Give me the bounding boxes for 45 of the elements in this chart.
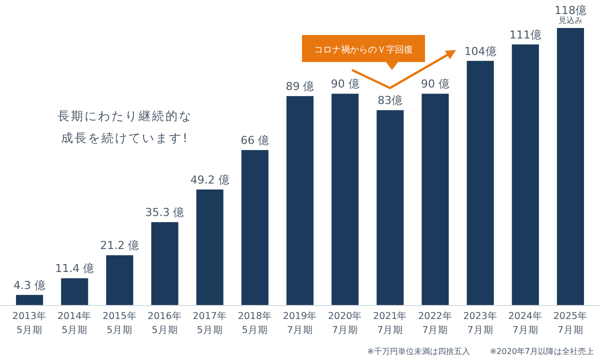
x-tick-label: 2024年 7月期: [508, 310, 542, 336]
data-label: 35.3 億: [145, 206, 184, 220]
data-label: 49.2 億: [190, 174, 230, 187]
x-tick-label: 2020年 7月期: [328, 310, 362, 336]
annotation: 長期にわたり継続的な: [58, 109, 192, 123]
text: ※2020年7月以降は全社売上: [490, 347, 594, 356]
bar: [241, 150, 268, 305]
bar: [196, 190, 224, 305]
bar: [332, 94, 359, 305]
bar: [16, 294, 44, 305]
data-label: 89 億: [286, 80, 314, 94]
data-label: 11.4 億: [55, 262, 94, 276]
annotation: 成長を続けています!: [61, 131, 189, 145]
bar: [286, 96, 314, 305]
x-tick-label: 2013年 5月期: [12, 310, 47, 336]
bar: [422, 94, 449, 305]
data-label: 104億: [464, 44, 496, 58]
data-label: 90 億: [420, 78, 450, 91]
x-tick-label: 2015年 5月期: [102, 310, 137, 336]
bar: [376, 110, 404, 305]
data-label: 118億: [554, 4, 586, 17]
data-label: 111億: [509, 28, 542, 42]
bar: [106, 255, 134, 305]
data-label: 21.2 億: [100, 239, 140, 252]
x-tick-label: 2019年 7月期: [282, 310, 318, 336]
data-label: 66 億: [240, 134, 270, 148]
x-tick-label: 2025年 7月期: [553, 310, 588, 336]
x-tick-label: 2018年 5月期: [238, 310, 272, 336]
bar: [466, 60, 494, 305]
x-tick-label: 2021年 7月期: [373, 310, 408, 336]
x-tick-label: 2014年 5月期: [58, 310, 92, 336]
x-tick-label: 2016年 5月期: [148, 310, 182, 336]
x-tick-label: 2023年 7月期: [463, 310, 498, 336]
bar: [556, 28, 584, 305]
bar: [151, 222, 178, 305]
text: ※千万円単位未満は四捨五入: [367, 347, 470, 356]
x-tick-label: 2017年 5月期: [192, 310, 227, 336]
bar: [512, 44, 539, 305]
x-tick-label: 2022年 7月期: [418, 310, 452, 336]
data-label: 4.3 億: [14, 278, 46, 292]
annotation: 見込み: [558, 16, 582, 25]
bar: [61, 278, 88, 305]
data-label: 83億: [378, 94, 403, 108]
data-label: 90 億: [330, 78, 360, 91]
annotation: コロナ禍からのＶ字回復: [314, 44, 413, 56]
